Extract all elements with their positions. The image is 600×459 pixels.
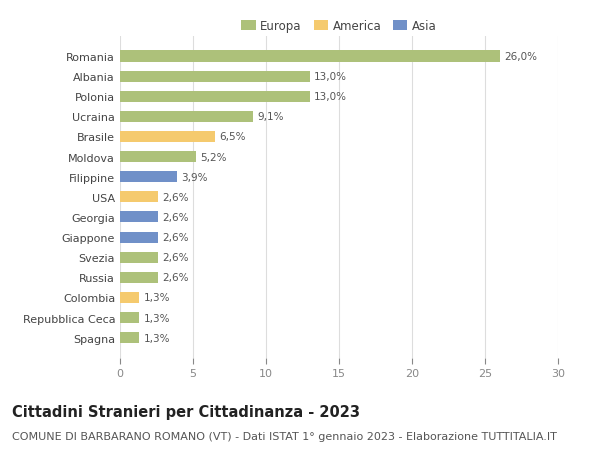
Bar bbox=[120, 112, 253, 123]
Bar bbox=[120, 212, 158, 223]
Text: 2,6%: 2,6% bbox=[163, 233, 189, 242]
Text: Cittadini Stranieri per Cittadinanza - 2023: Cittadini Stranieri per Cittadinanza - 2… bbox=[12, 404, 360, 419]
Text: 13,0%: 13,0% bbox=[314, 92, 347, 102]
Text: 9,1%: 9,1% bbox=[257, 112, 284, 122]
Legend: Europa, America, Asia: Europa, America, Asia bbox=[241, 20, 437, 33]
Bar bbox=[120, 151, 196, 163]
Text: 1,3%: 1,3% bbox=[143, 293, 170, 303]
Bar bbox=[120, 312, 139, 323]
Text: 13,0%: 13,0% bbox=[314, 72, 347, 82]
Text: 1,3%: 1,3% bbox=[143, 313, 170, 323]
Text: 6,5%: 6,5% bbox=[219, 132, 246, 142]
Bar bbox=[120, 72, 310, 83]
Bar bbox=[120, 272, 158, 283]
Bar bbox=[120, 91, 310, 102]
Text: 5,2%: 5,2% bbox=[200, 152, 227, 162]
Bar bbox=[120, 51, 500, 62]
Bar bbox=[120, 292, 139, 303]
Bar bbox=[120, 192, 158, 203]
Text: 2,6%: 2,6% bbox=[163, 273, 189, 283]
Text: 2,6%: 2,6% bbox=[163, 213, 189, 223]
Text: 3,9%: 3,9% bbox=[181, 172, 208, 182]
Text: 2,6%: 2,6% bbox=[163, 252, 189, 263]
Bar bbox=[120, 172, 177, 183]
Bar bbox=[120, 132, 215, 143]
Bar bbox=[120, 232, 158, 243]
Text: 26,0%: 26,0% bbox=[504, 52, 537, 62]
Bar bbox=[120, 332, 139, 343]
Text: 1,3%: 1,3% bbox=[143, 333, 170, 343]
Bar bbox=[120, 252, 158, 263]
Text: COMUNE DI BARBARANO ROMANO (VT) - Dati ISTAT 1° gennaio 2023 - Elaborazione TUTT: COMUNE DI BARBARANO ROMANO (VT) - Dati I… bbox=[12, 431, 557, 442]
Text: 2,6%: 2,6% bbox=[163, 192, 189, 202]
